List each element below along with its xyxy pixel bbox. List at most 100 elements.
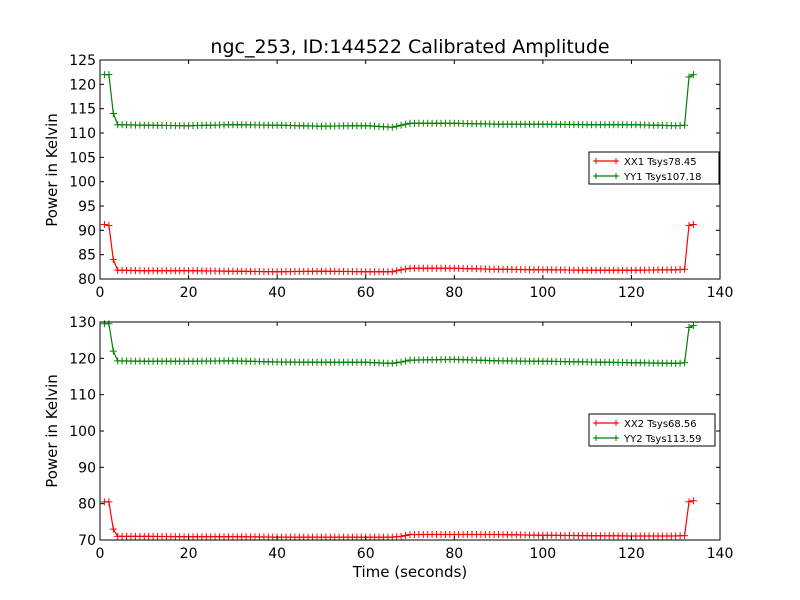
top-legend-label-1: YY1 Tsys107.18 <box>623 172 702 183</box>
top-y-tick-label: 80 <box>78 272 96 288</box>
bottom-y-tick-label: 70 <box>78 533 96 549</box>
top-legend-box <box>588 151 720 185</box>
bottom-marker <box>393 359 401 367</box>
bottom-marker <box>685 498 693 506</box>
bottom-x-tick-label: 20 <box>180 546 198 562</box>
top-y-tick-label: 115 <box>69 102 96 118</box>
top-marker <box>681 265 689 273</box>
top-y-tick-label: 110 <box>69 126 96 142</box>
bottom-series-markers-0 <box>100 497 697 541</box>
top-series-markers-1 <box>100 71 697 131</box>
top-y-tick-label: 90 <box>78 223 96 239</box>
bottom-x-tick-label: 120 <box>618 546 645 562</box>
bottom-marker <box>388 359 396 367</box>
top-y-tick-label: 120 <box>69 77 96 93</box>
top-legend-marker <box>593 173 599 179</box>
top-y-tick-label: 100 <box>69 175 96 191</box>
top-marker <box>681 121 689 129</box>
top-legend: XX1 Tsys78.45 YY1 Tsys107.18 <box>588 151 720 185</box>
top-marker <box>685 222 693 229</box>
top-marker <box>388 268 396 276</box>
bottom-marker <box>681 532 689 540</box>
bottom-series-markers-1 <box>100 320 697 367</box>
bottom-series-line-0 <box>104 500 694 538</box>
bottom-marker <box>397 532 405 540</box>
top-marker <box>393 122 401 130</box>
top-x-tick-label: 60 <box>357 285 375 301</box>
bottom-subplot: 0 20 40 60 80 100 120 140 70 80 90 100 110 120 130 XX2 … <box>69 315 733 562</box>
bottom-y-tick-label: 120 <box>69 351 96 367</box>
top-marker <box>388 123 396 131</box>
top-x-tick-label: 140 <box>707 285 734 301</box>
bottom-legend-box <box>588 413 716 447</box>
top-marker <box>100 221 108 228</box>
bottom-legend-marker <box>613 420 619 426</box>
top-legend-marker <box>613 158 619 164</box>
bottom-marker <box>402 532 410 539</box>
bottom-x-tick-label: 100 <box>529 546 556 562</box>
bottom-marker <box>109 347 117 355</box>
bottom-legend-marker <box>593 420 599 426</box>
top-legend-marker <box>593 158 599 164</box>
bottom-marker <box>105 498 113 506</box>
top-x-tick-label: 40 <box>268 285 286 301</box>
bottom-legend: XX2 Tsys68.56 YY2 Tsys113.59 <box>588 413 716 447</box>
bottom-x-tick-label: 60 <box>357 546 375 562</box>
top-y-tick-label: 85 <box>78 248 96 264</box>
top-x-tick-label: 0 <box>96 285 105 301</box>
bottom-y-tick-label: 80 <box>78 497 96 513</box>
bottom-series-line-1 <box>104 323 694 365</box>
bottom-marker <box>109 525 117 533</box>
top-series-line-0 <box>104 223 694 273</box>
top-marker <box>105 222 113 229</box>
top-marker <box>689 71 697 79</box>
top-ylabel: Power in Kelvin <box>43 113 61 227</box>
bottom-legend-label-1: YY2 Tsys113.59 <box>623 434 702 445</box>
bottom-marker <box>397 358 405 366</box>
bottom-marker <box>689 497 697 505</box>
top-legend-marker <box>613 173 619 179</box>
bottom-y-tick-label: 90 <box>78 460 96 476</box>
top-marker <box>109 256 117 263</box>
top-marker <box>397 266 405 274</box>
x-axis-label: Time (seconds) <box>352 563 468 581</box>
bottom-y-tick-label: 110 <box>69 388 96 404</box>
top-x-tick-label: 80 <box>445 285 463 301</box>
top-legend-label-0: XX1 Tsys78.45 <box>624 157 697 168</box>
top-marker <box>109 110 117 117</box>
bottom-x-tick-label: 140 <box>707 546 734 562</box>
top-marker <box>402 265 410 273</box>
bottom-legend-marker <box>593 435 599 441</box>
bottom-marker <box>105 320 113 328</box>
bottom-legend-label-0: XX2 Tsys68.56 <box>624 419 697 430</box>
bottom-marker <box>689 322 697 330</box>
bottom-x-tick-label: 0 <box>96 546 105 562</box>
bottom-y-tick-label: 100 <box>69 424 96 440</box>
top-marker <box>402 120 410 128</box>
bottom-marker <box>685 324 693 331</box>
top-series-markers-0 <box>100 221 697 276</box>
bottom-y-tick-label: 130 <box>69 315 96 331</box>
top-marker <box>689 221 697 228</box>
bottom-x-tick-label: 80 <box>445 546 463 562</box>
top-marker <box>105 71 113 79</box>
top-y-tick-label: 125 <box>69 53 96 69</box>
top-series-line-1 <box>104 73 694 128</box>
top-y-tick-label: 95 <box>78 199 96 215</box>
top-marker <box>685 73 693 81</box>
top-x-tick-label: 120 <box>618 285 645 301</box>
top-subplot: 0 20 40 60 80 100 120 140 80 85 90 95 100 105 110 115 12… <box>69 53 733 301</box>
top-x-tick-label: 100 <box>529 285 556 301</box>
bottom-marker <box>402 357 410 365</box>
bottom-marker <box>681 359 689 367</box>
bottom-ylabel: Power in Kelvin <box>43 374 61 488</box>
top-axes-frame <box>99 59 721 280</box>
bottom-x-tick-label: 40 <box>268 546 286 562</box>
chart-title: ngc_253, ID:144522 Calibrated Amplitude <box>210 36 609 58</box>
top-marker <box>393 267 401 275</box>
top-x-tick-label: 20 <box>180 285 198 301</box>
top-y-tick-label: 105 <box>69 150 96 166</box>
bottom-legend-marker <box>613 435 619 441</box>
top-marker <box>397 121 405 129</box>
